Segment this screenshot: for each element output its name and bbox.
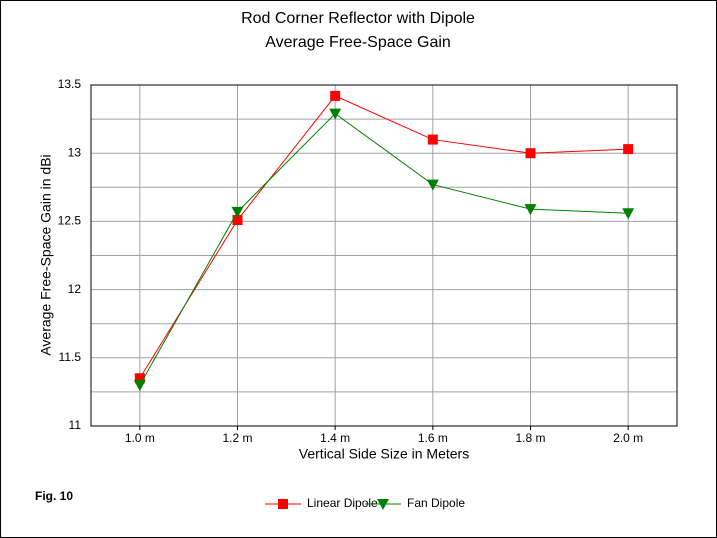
x-tick-label: 1.4 m: [320, 431, 350, 445]
x-axis-label: Vertical Side Size in Meters: [299, 446, 469, 462]
marker: [377, 499, 389, 510]
marker: [134, 373, 145, 384]
y-tick-label: 11.5: [59, 350, 82, 364]
marker: [278, 499, 288, 509]
marker: [330, 90, 341, 101]
marker: [524, 204, 537, 216]
y-tick-label: 11: [69, 418, 82, 432]
x-tick-label: 1.0 m: [125, 431, 155, 445]
marker: [622, 208, 635, 220]
legend-label: Fan Dipole: [407, 496, 465, 510]
marker: [427, 134, 438, 145]
x-tick-label: 1.2 m: [222, 431, 252, 445]
marker: [329, 108, 342, 120]
x-tick-label: 1.6 m: [418, 431, 448, 445]
marker: [133, 380, 146, 392]
y-tick-label: 12: [68, 282, 82, 296]
chart-subtitle: Average Free-Space Gain: [265, 34, 451, 51]
marker: [623, 144, 634, 155]
legend-label: Linear Dipole: [307, 496, 378, 510]
annotation: Fig. 10: [35, 489, 73, 503]
x-tick-label: 2.0 m: [613, 431, 643, 445]
chart-title: Rod Corner Reflector with Dipole: [241, 10, 475, 27]
marker: [426, 179, 439, 191]
marker: [231, 206, 244, 218]
y-tick-label: 12.5: [58, 214, 82, 228]
marker: [525, 148, 536, 159]
series-line: [139, 95, 629, 379]
y-axis-label: Average Free-Space Gain in dBi: [38, 154, 54, 355]
series-line: [139, 112, 629, 386]
y-tick-label: 13: [68, 145, 82, 159]
x-tick-label: 1.8 m: [515, 431, 545, 445]
plot-border: [90, 84, 678, 427]
marker: [232, 215, 243, 226]
y-tick-label: 13.5: [58, 77, 82, 91]
